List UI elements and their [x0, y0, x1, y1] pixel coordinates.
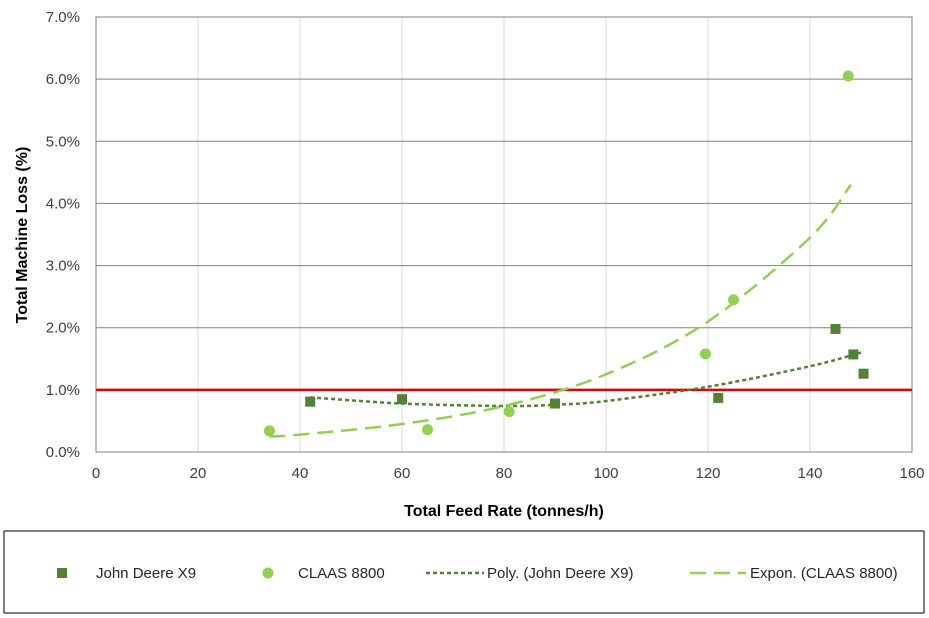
point-john-deere — [830, 323, 841, 334]
y-axis-title: Total Machine Loss (%) — [14, 147, 31, 324]
x-tick-label: 100 — [593, 465, 618, 482]
trendline-dashed — [269, 184, 852, 438]
legend-label: Expon. (CLAAS 8800) — [750, 565, 898, 582]
x-tick-label: 60 — [394, 465, 411, 482]
point-claas — [699, 348, 711, 360]
point-claas — [422, 424, 433, 436]
point-claas — [503, 406, 515, 418]
point-john-deere — [858, 368, 869, 379]
trendline-dotted — [310, 351, 862, 408]
y-tick-label: 0.0% — [46, 444, 80, 461]
y-tick-label: 1.0% — [46, 382, 80, 399]
y-tick-label: 6.0% — [46, 71, 80, 88]
legend: John Deere X9 CLAAS 8800 Poly. (John Deere… — [57, 565, 898, 582]
x-axis-title: Total Feed Rate (tonnes/h) — [404, 503, 604, 520]
point-john-deere — [848, 349, 859, 360]
x-tick-label: 160 — [899, 465, 924, 482]
legend-label: CLAAS 8800 — [298, 565, 385, 582]
data-points — [263, 70, 869, 437]
x-tick-label: 120 — [695, 465, 720, 482]
trendlines — [269, 184, 862, 438]
y-tick-label: 2.0% — [46, 320, 80, 337]
y-tick-label: 4.0% — [46, 195, 80, 212]
tick-labels: 0 20 40 60 80 100 120 140 160 0.0% 1.0% 2.0% 3.0% 4.0… — [46, 9, 925, 482]
x-tick-label: 20 — [190, 465, 207, 482]
x-tick-label: 0 — [92, 465, 100, 482]
point-john-deere — [713, 392, 724, 403]
y-tick-label: 7.0% — [46, 9, 80, 26]
point-john-deere — [397, 394, 407, 405]
legend-label: Poly. (John Deere X9) — [487, 565, 633, 582]
y-tick-label: 5.0% — [46, 133, 80, 150]
legend-marker-claas — [262, 567, 274, 579]
legend-marker-john-deere — [57, 568, 67, 578]
x-tick-label: 140 — [797, 465, 822, 482]
point-claas — [263, 425, 275, 437]
point-john-deere — [305, 396, 316, 407]
x-tick-label: 40 — [292, 465, 309, 482]
point-claas — [728, 294, 739, 306]
x-tick-label: 80 — [496, 465, 513, 482]
grid — [95, 16, 913, 453]
point-claas — [842, 70, 854, 82]
legend-label: John Deere X9 — [96, 565, 196, 582]
point-john-deere — [550, 398, 560, 409]
plot-area — [95, 16, 913, 453]
y-tick-label: 3.0% — [46, 258, 80, 275]
